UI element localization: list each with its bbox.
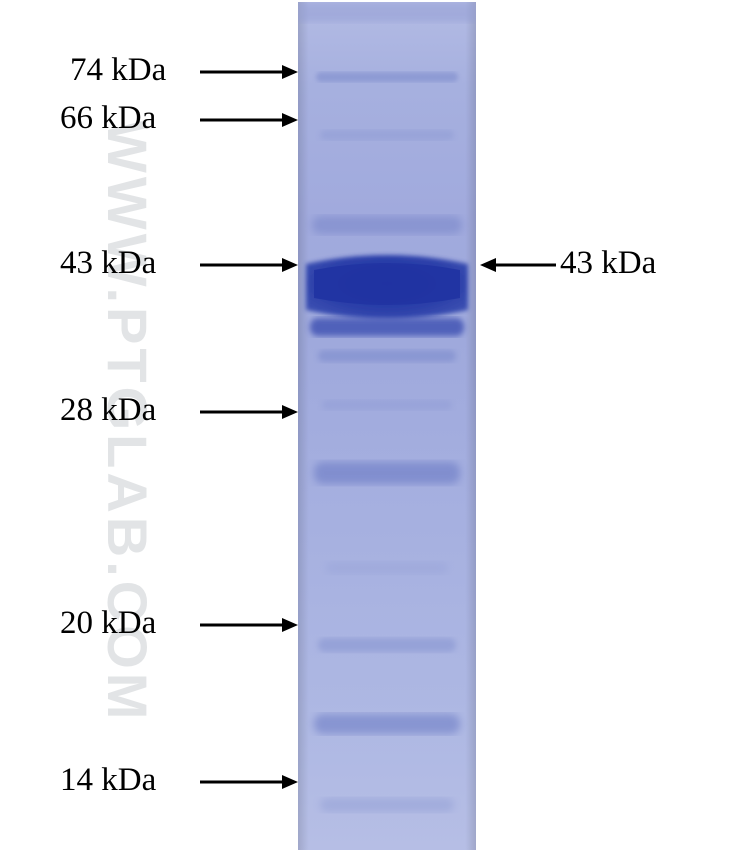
gel-lane <box>298 2 476 850</box>
ladder-label: 28 kDa <box>60 392 156 429</box>
gel-lane-svg <box>298 2 476 850</box>
band-74 <box>316 72 458 82</box>
band-30 <box>322 400 452 410</box>
ladder-label: 66 kDa <box>60 100 156 137</box>
band-17 <box>314 714 460 734</box>
arrow-right-icon <box>200 773 298 791</box>
band-36 <box>318 350 456 362</box>
band-14 <box>320 798 454 812</box>
ladder-label: 14 kDa <box>60 762 156 799</box>
arrow-right-icon <box>200 63 298 81</box>
lane-well <box>298 2 476 22</box>
band-43-secondary <box>310 318 464 336</box>
band-43-main <box>306 255 468 319</box>
arrow-right-icon <box>200 616 298 634</box>
arrow-right-icon <box>200 111 298 129</box>
band-22 <box>326 562 448 574</box>
ladder-label: 74 kDa <box>70 52 166 89</box>
band-20 <box>318 638 456 652</box>
arrow-left-icon <box>480 256 556 274</box>
arrow-right-icon <box>200 256 298 274</box>
ladder-label: 43 kDa <box>60 245 156 282</box>
band-smear-above-43 <box>312 216 462 234</box>
annotation-label: 43 kDa <box>560 245 656 282</box>
gel-figure: WWW.PTGLAB.COM <box>0 0 740 852</box>
ladder-label: 20 kDa <box>60 605 156 642</box>
band-26 <box>314 462 460 484</box>
arrow-right-icon <box>200 403 298 421</box>
band-66 <box>320 130 454 140</box>
